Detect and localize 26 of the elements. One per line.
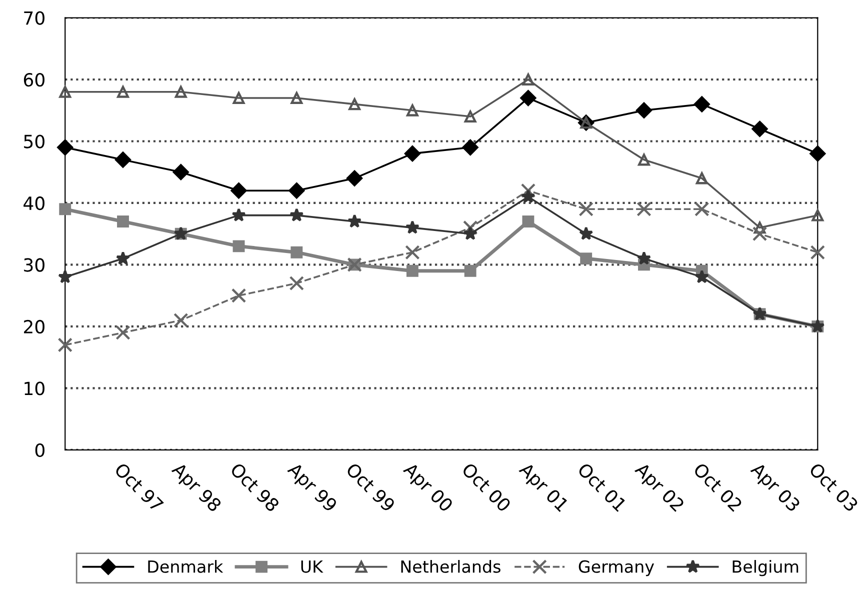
y-tick-label: 60 xyxy=(24,72,44,87)
x-tick-label: Oct 98 xyxy=(230,462,280,512)
x-tick-label: Oct 97 xyxy=(114,462,164,512)
x-tick-label: Apr 00 xyxy=(400,461,454,515)
x-tick-label: Apr 99 xyxy=(284,461,338,515)
y-tick-label: 20 xyxy=(24,320,44,334)
legend-label: Belgium xyxy=(732,560,798,576)
legend-label: Germany xyxy=(578,560,654,576)
x-tick-label: Oct 03 xyxy=(808,462,859,512)
x-tick-label: Oct 02 xyxy=(692,462,743,512)
y-tick-label: 70 xyxy=(24,11,44,25)
legend-label: Denmark xyxy=(148,560,224,573)
x-tick-label: Oct 01 xyxy=(576,462,628,512)
x-tick-label: Apr 02 xyxy=(632,461,685,514)
y-tick-label: 40 xyxy=(24,196,44,210)
x-tick-label: Apr 03 xyxy=(748,461,801,515)
legend-label: UK xyxy=(301,560,324,573)
y-tick-label: 30 xyxy=(24,258,44,272)
x-tick-label: Oct 99 xyxy=(345,462,396,512)
y-tick-label: 50 xyxy=(24,134,44,148)
x-tick-label: Oct 00 xyxy=(461,462,512,512)
x-tick-label: Apr 01 xyxy=(516,461,570,515)
legend-label: Netherlands xyxy=(401,560,500,573)
y-tick-label: 10 xyxy=(24,382,44,396)
y-tick-label: 0 xyxy=(35,443,44,458)
x-tick-label: Apr 98 xyxy=(168,461,222,515)
